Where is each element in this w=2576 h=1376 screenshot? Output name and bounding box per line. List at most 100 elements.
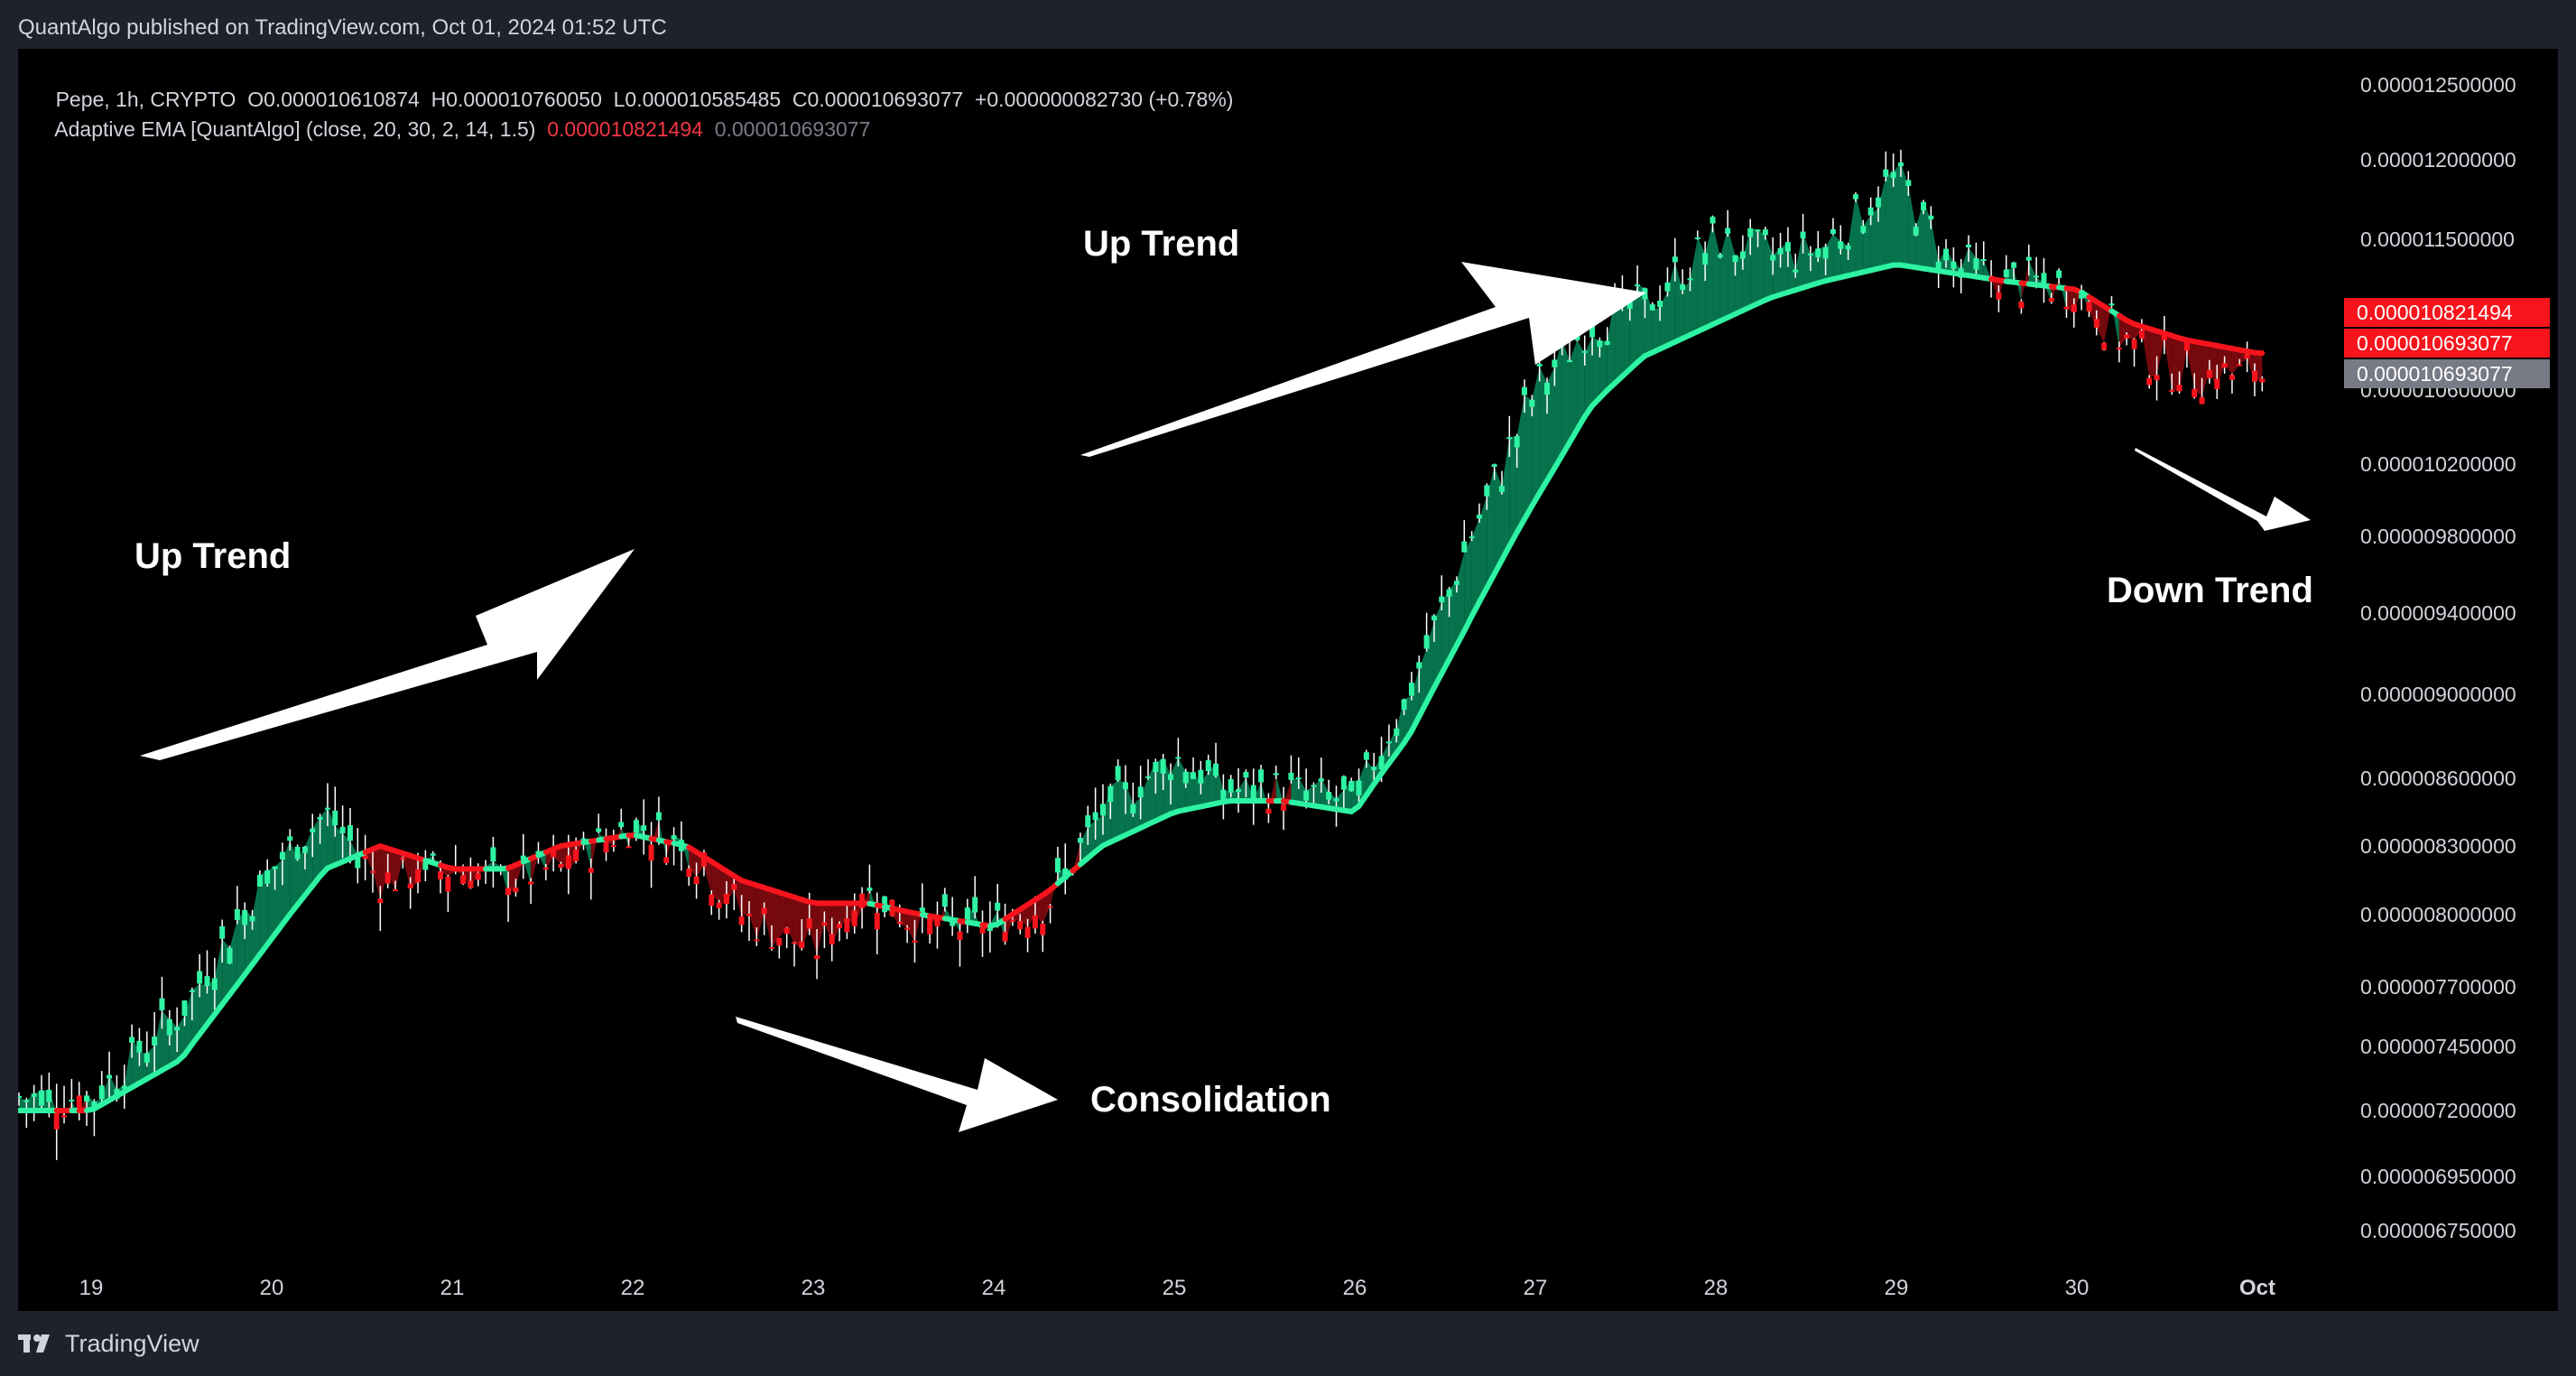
trend-fill [2201, 342, 2210, 397]
candle-body [851, 910, 857, 926]
trend-fill [786, 895, 795, 944]
candle-body [136, 1040, 143, 1053]
candle-body [377, 898, 384, 904]
candle-body [2199, 396, 2205, 404]
candle-body [821, 922, 828, 925]
up-trend-arrow-2 [1080, 262, 1646, 457]
trend-fill [1682, 280, 1691, 339]
candle-body [2176, 385, 2182, 392]
candle-body [565, 855, 571, 869]
price-axis-label: 0.000012500000 [2360, 73, 2516, 97]
trend-fill [1825, 234, 1833, 282]
trend-fill [1832, 234, 1841, 280]
trend-fill [839, 903, 848, 929]
price-tag-close: 0.000010693077 [2344, 329, 2550, 358]
candle-body [2018, 302, 2025, 309]
indicator-legend: Adaptive EMA [QuantAlgo] (close, 20, 30,… [32, 93, 870, 166]
candle-body [61, 1115, 68, 1118]
trend-fill [1750, 228, 1758, 308]
tradingview-logo-icon [18, 1334, 50, 1353]
candle-body [1935, 261, 1941, 270]
trend-fill [1095, 815, 1103, 852]
candle-body [475, 872, 481, 880]
price-chart[interactable]: 0.000012500000 0.000012000000 0.0000115000… [18, 49, 2558, 1311]
trend-fill [252, 875, 260, 965]
trend-fill [1088, 820, 1096, 859]
candle-body [829, 934, 835, 944]
candle-body [792, 942, 798, 944]
candle-body [1732, 255, 1738, 263]
trend-fill [1532, 366, 1540, 507]
candle-body [1913, 227, 1919, 236]
candle-body [1220, 789, 1227, 803]
candle-body [468, 880, 474, 888]
candle-body [573, 849, 579, 861]
candle-body [1326, 791, 1332, 800]
candle-body [1552, 359, 1558, 367]
candle-body [18, 1095, 22, 1099]
candle-body [129, 1037, 135, 1043]
trend-fill [1877, 176, 1886, 269]
price-axis-label: 0.000008600000 [2360, 767, 2516, 790]
chart-area[interactable]: 0.000012500000 0.000012000000 0.0000115000… [18, 49, 2558, 1311]
trend-fill [1487, 467, 1495, 589]
candle-body [197, 971, 203, 984]
trend-fill [2164, 333, 2173, 390]
candle-body [1107, 786, 1114, 802]
trend-fill [2172, 335, 2180, 392]
trend-fill [1931, 218, 1939, 272]
trend-fill [304, 828, 313, 896]
time-axis-label: 28 [1704, 1276, 1728, 1300]
candle-body [249, 916, 255, 922]
candle-body [1710, 217, 1716, 224]
candle-body [445, 876, 451, 892]
candle-body [1626, 301, 1633, 309]
candle-body [1333, 798, 1339, 802]
publisher-line: QuantAlgo published on TradingView.com, … [18, 15, 667, 40]
trend-fill [395, 851, 403, 890]
price-axis-label: 0.000008000000 [2360, 903, 2516, 926]
price-axis-label: 0.000010200000 [2360, 452, 2516, 476]
candle-body [1921, 201, 1927, 210]
candle-body [144, 1053, 150, 1063]
trend-fill [1622, 289, 1630, 377]
candle-body [1514, 436, 1520, 448]
footer [0, 1311, 2576, 1376]
trend-fill [1570, 339, 1578, 443]
candle-body [2191, 388, 2198, 398]
candle-body [1664, 282, 1671, 292]
trend-fill [1908, 186, 1916, 268]
candle-body [746, 914, 752, 916]
trend-fill [1456, 552, 1465, 646]
candle-body [844, 918, 850, 933]
candle-body [2146, 377, 2153, 386]
candle-body [1153, 762, 1159, 773]
candle-body [1522, 386, 1527, 395]
candle-body [979, 926, 986, 934]
trend-fill [1757, 229, 1765, 304]
trend-fill [2156, 330, 2164, 376]
tradingview-logo[interactable]: TradingView [18, 1318, 199, 1369]
candle-body [2108, 303, 2115, 306]
trend-fill [1780, 242, 1788, 295]
candle-body [2237, 364, 2243, 367]
candle-body [2183, 342, 2190, 351]
price-axis-label: 0.000009800000 [2360, 525, 2516, 548]
candle-body [1635, 284, 1641, 287]
trend-fill [1893, 162, 1901, 265]
candle-body [174, 1027, 181, 1031]
trend-fill [2231, 348, 2240, 376]
trend-fill [1524, 395, 1533, 519]
candle-body [738, 916, 745, 925]
trend-fill [1607, 296, 1616, 391]
time-axis-label: 25 [1163, 1276, 1187, 1300]
candle-body [927, 917, 933, 934]
trend-fill [1396, 699, 1404, 754]
trend-fill [1200, 771, 1209, 807]
candle-body [1604, 340, 1610, 345]
candle-body [1498, 486, 1505, 492]
time-axis-label: 29 [1885, 1276, 1909, 1300]
candle-body [1416, 662, 1422, 669]
candle-body [301, 846, 308, 853]
candle-body [1318, 778, 1324, 782]
